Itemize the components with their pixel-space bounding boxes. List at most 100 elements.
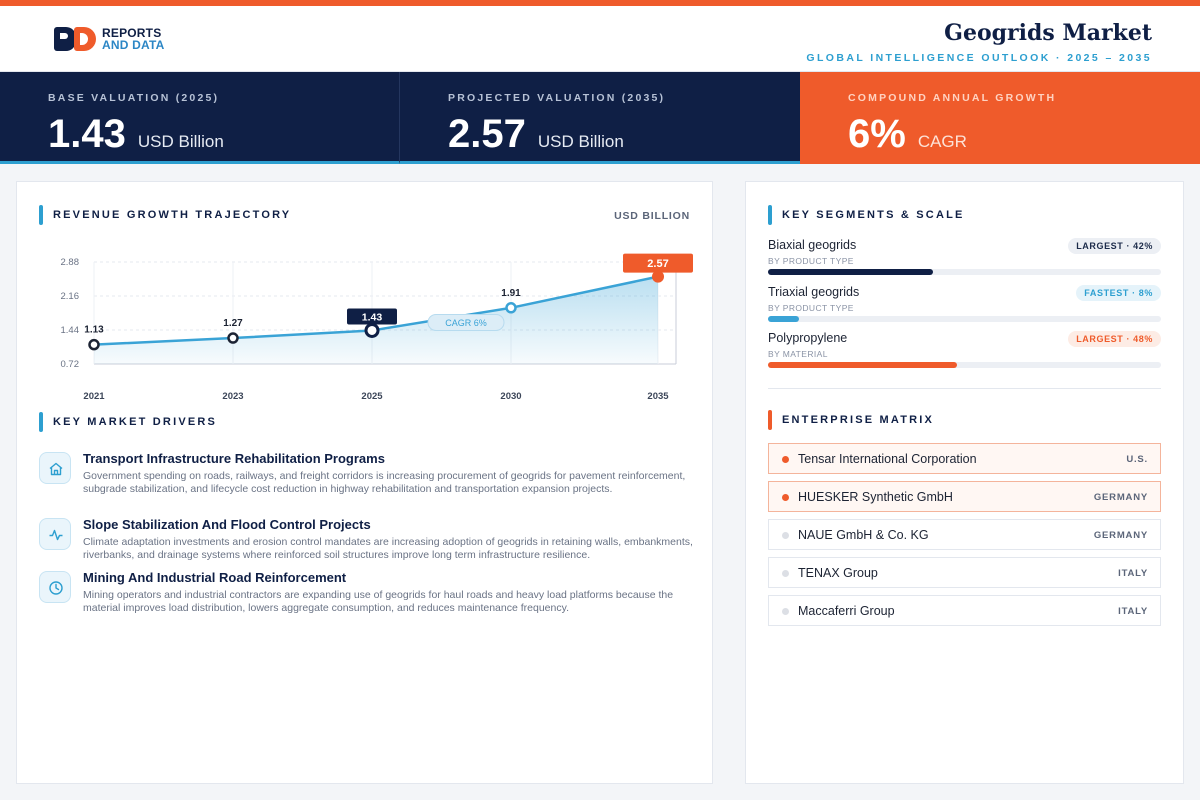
revenue-title: REVENUE GROWTH TRAJECTORY: [53, 209, 292, 221]
segment-bar-track: [768, 269, 1161, 275]
data-label: 1.91: [501, 288, 521, 299]
section-accent: [768, 410, 772, 430]
data-label-box: [347, 308, 397, 325]
logo-line-2: AND DATA: [102, 38, 165, 52]
x-tick-label: 2025: [361, 391, 383, 402]
company-country: ITALY: [1118, 568, 1148, 579]
logo-mark-icon: [54, 27, 98, 51]
company-name: Tensar International Corporation: [798, 452, 977, 466]
logo-line-1: REPORTS: [102, 26, 162, 40]
company-row[interactable]: Tensar International Corporation U.S.: [768, 443, 1161, 474]
page-title: Geogrids Market: [944, 20, 1152, 46]
matrix-section-head: ENTERPRISE MATRIX: [768, 410, 934, 430]
revenue-card: REVENUE GROWTH TRAJECTORY USD BILLION 2.…: [16, 181, 713, 784]
kpi-unit: USD Billion: [537, 132, 624, 151]
data-point: [364, 322, 380, 338]
company-country: U.S.: [1126, 454, 1148, 465]
segment-bar-track: [768, 362, 1161, 368]
driver-description: Mining operators and industrial contract…: [83, 589, 674, 614]
driver-title: Transport Infrastructure Rehabilitation …: [83, 451, 385, 466]
kpi-value: 1.43: [48, 112, 126, 156]
kpi-label: BASE VALUATION (2025): [48, 92, 220, 104]
y-tick-label: 2.88: [61, 257, 80, 268]
company-row[interactable]: TENAX Group ITALY: [768, 557, 1161, 588]
company-row[interactable]: NAUE GmbH & Co. KG GERMANY: [768, 519, 1161, 550]
company-country: GERMANY: [1093, 492, 1148, 503]
kpi-label: COMPOUND ANNUAL GROWTH: [848, 92, 1057, 104]
data-label: 1.27: [223, 318, 243, 329]
company-row[interactable]: Maccaferri Group ITALY: [768, 595, 1161, 626]
driver-title: Mining And Industrial Road Reinforcement: [83, 570, 347, 585]
page-header: REPORTS AND DATA Geogrids Market GLOBAL …: [0, 6, 1200, 72]
x-tick-label: 2035: [647, 391, 669, 402]
data-label: 2.57: [647, 258, 668, 270]
kpi-projected-valuation: PROJECTED VALUATION (2035) 2.57 USD Bill…: [400, 72, 800, 164]
cagr-pill: [427, 313, 505, 331]
clock-icon: [39, 571, 71, 603]
revenue-chart-svg: 2.88 2.16 1.44 0.72 CAGR 6% 1.13 1.27 1.43 1.91 2…: [61, 253, 693, 402]
cagr-annotation: CAGR 6%: [445, 318, 487, 328]
y-tick-label: 1.44: [61, 325, 80, 336]
drivers-title: KEY MARKET DRIVERS: [53, 416, 218, 428]
data-point: [88, 338, 100, 351]
section-accent: [768, 205, 772, 225]
segment-category: BY PRODUCT TYPE: [768, 303, 854, 313]
segments-title: KEY SEGMENTS & SCALE: [782, 209, 965, 221]
x-tick-label: 2030: [500, 391, 521, 402]
data-label-box: [623, 253, 693, 273]
segment-bar-fill: [768, 269, 934, 275]
driver-description: Climate adaptation investments and erosi…: [83, 536, 693, 561]
segments-section-head: KEY SEGMENTS & SCALE: [768, 205, 965, 225]
data-label: 1.43: [362, 311, 383, 323]
brand-logo[interactable]: REPORTS AND DATA: [54, 26, 164, 52]
company-dot-icon: [782, 494, 789, 501]
kpi-label: PROJECTED VALUATION (2035): [448, 92, 666, 104]
segment-badge: LARGEST · 42%: [1068, 238, 1161, 254]
segment-bar-track: [768, 316, 1161, 322]
segment-bar-fill: [768, 362, 957, 368]
pulse-icon: [39, 518, 71, 550]
drivers-section-head: KEY MARKET DRIVERS: [39, 412, 217, 432]
company-dot-icon: [782, 456, 789, 463]
data-label: 1.13: [84, 325, 104, 336]
segment-badge: FASTEST · 8%: [1076, 285, 1161, 301]
segment-badge: LARGEST · 48%: [1068, 331, 1161, 347]
kpi-unit: USD Billion: [137, 132, 224, 151]
kpi-cagr: COMPOUND ANNUAL GROWTH 6% CAGR: [800, 72, 1200, 164]
kpi-value: 6%: [848, 112, 906, 156]
revenue-section-head: REVENUE GROWTH TRAJECTORY: [39, 205, 291, 225]
segment-name: Polypropylene: [768, 331, 848, 345]
section-divider: [768, 388, 1161, 389]
company-dot-icon: [782, 570, 789, 577]
kpi-value: 2.57: [448, 112, 526, 156]
company-country: GERMANY: [1093, 530, 1148, 541]
revenue-chart: 2.88 2.16 1.44 0.72 CAGR 6% 1.13 1.27 1.43 1.91 2…: [41, 242, 701, 407]
company-name: NAUE GmbH & Co. KG: [798, 528, 929, 542]
segment-name: Triaxial geogrids: [768, 285, 860, 299]
kpi-band: BASE VALUATION (2025) 1.43 USD Billion P…: [0, 72, 1200, 164]
data-point: [505, 302, 517, 314]
company-row[interactable]: HUESKER Synthetic GmbH GERMANY: [768, 481, 1161, 512]
company-name: HUESKER Synthetic GmbH: [798, 490, 953, 504]
company-dot-icon: [782, 608, 789, 615]
company-dot-icon: [782, 532, 789, 539]
title-block: Geogrids Market GLOBAL INTELLIGENCE OUTL…: [806, 20, 1152, 64]
data-point: [652, 270, 664, 283]
x-tick-label: 2023: [222, 391, 243, 402]
company-country: ITALY: [1118, 606, 1148, 617]
logo-wordmark: REPORTS AND DATA: [102, 27, 164, 51]
company-name: Maccaferri Group: [798, 604, 895, 618]
segment-category: BY MATERIAL: [768, 349, 828, 359]
driver-title: Slope Stabilization And Flood Control Pr…: [83, 517, 371, 532]
section-accent: [39, 412, 43, 432]
matrix-title: ENTERPRISE MATRIX: [782, 414, 935, 426]
kpi-base-valuation: BASE VALUATION (2025) 1.43 USD Billion: [0, 72, 400, 164]
segments-card: KEY SEGMENTS & SCALE Biaxial geogrids BY…: [745, 181, 1184, 784]
chart-unit-label: USD BILLION: [614, 210, 690, 222]
segment-category: BY PRODUCT TYPE: [768, 256, 854, 266]
section-accent: [39, 205, 43, 225]
x-tick-label: 2021: [83, 391, 105, 402]
top-accent-bar: [0, 0, 1200, 6]
page-subtitle: GLOBAL INTELLIGENCE OUTLOOK · 2025 – 203…: [806, 52, 1152, 64]
segment-bar-fill: [768, 316, 800, 322]
